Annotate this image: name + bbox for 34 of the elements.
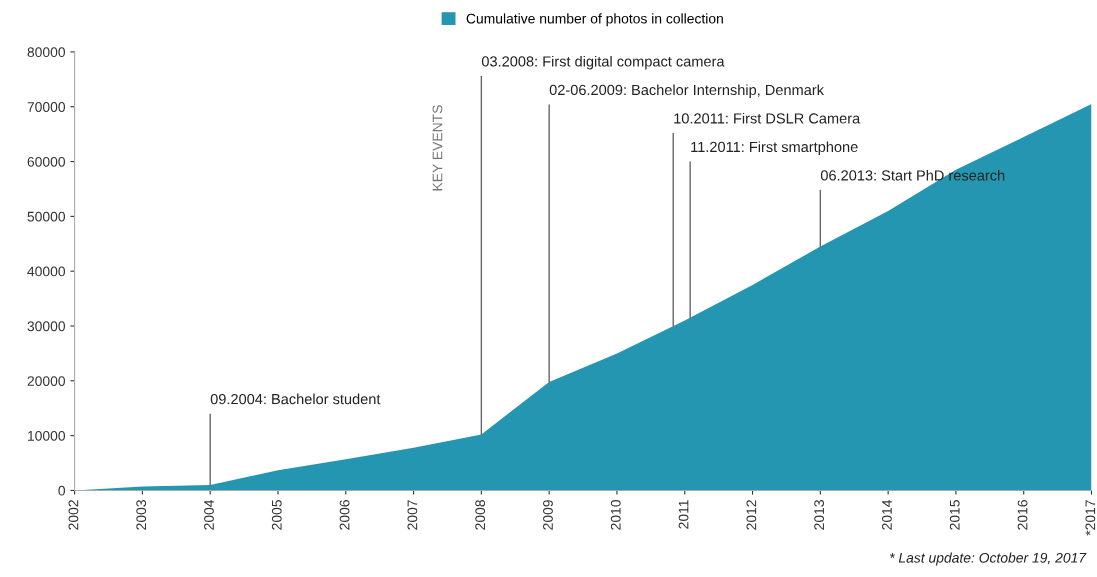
annotation: 10.2011: First DSLR Camera (674, 112, 861, 124)
y-tick-label: 0 (58, 485, 66, 496)
y-tick-label: 40000 (27, 266, 66, 277)
y-tick-label: 70000 (27, 102, 66, 112)
y-tick-label: 80000 (27, 47, 66, 58)
x-tick-label: 2015 (949, 500, 960, 530)
y-tick-label: 30000 (27, 321, 66, 332)
legend-label: Cumulative number of photos in collection (466, 13, 723, 27)
x-tick-label: 2007 (407, 500, 418, 530)
annotation: 09.2004: Bachelor student (210, 393, 381, 405)
annotation: 06.2013: Start PhD research (820, 169, 1005, 181)
x-tick-label: 2014 (882, 499, 892, 530)
y-tick-label: 20000 (27, 376, 66, 386)
x-tick-label: 2003 (136, 500, 147, 530)
y-tick-label: 50000 (27, 211, 66, 222)
x-tick-label: 2012 (746, 500, 757, 530)
annotation: KEY EVENTS (432, 105, 443, 191)
x-tick-label: 2008 (475, 500, 486, 530)
text: * Last update: October 19, 2017 (889, 552, 1087, 566)
x-tick-label: 2011 (678, 500, 689, 529)
annotation: 11.2011: First smartphone (691, 141, 858, 155)
y-tick-label: 10000 (28, 430, 66, 441)
annotation: 03.2008: First digital compact camera (481, 55, 725, 70)
x-tick-label: 2013 (814, 500, 825, 530)
x-tick-label: 2010 (610, 500, 621, 530)
annotation: 02-06.2009: Bachelor Internship, Denmark (549, 84, 824, 98)
x-tick-label: 2004 (204, 499, 214, 530)
x-tick-label: *2017 (1085, 500, 1096, 536)
x-tick-label: 2002 (68, 500, 79, 530)
x-tick-label: 2005 (271, 500, 282, 530)
x-tick-label: 2009 (543, 500, 553, 530)
x-tick-label: 2006 (339, 500, 350, 530)
x-tick-label: 2016 (1017, 500, 1028, 530)
y-tick-label: 60000 (27, 156, 66, 167)
